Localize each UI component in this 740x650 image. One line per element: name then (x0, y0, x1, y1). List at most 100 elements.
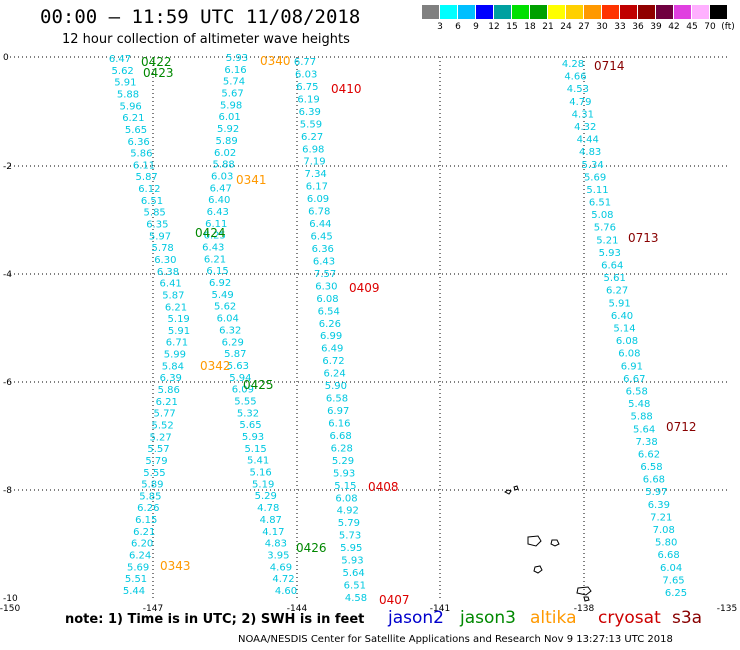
legend-swatch (620, 5, 637, 19)
legend-label: 21 (542, 22, 554, 32)
wave-height-value: 6.39 (299, 107, 321, 118)
wave-height-value: 5.69 (584, 172, 606, 183)
wave-height-value: 6.28 (331, 443, 353, 454)
wave-height-value: 5.08 (591, 210, 613, 221)
wave-height-value: 4.69 (270, 562, 292, 573)
pass-time-label: 0422 (141, 55, 172, 69)
wave-height-value: 5.34 (581, 160, 603, 171)
wave-height-value: 5.64 (342, 568, 364, 579)
wave-height-value: 6.08 (616, 336, 638, 347)
wave-height-value: 5.14 (613, 324, 635, 335)
wave-height-value: 5.48 (628, 399, 650, 410)
wave-height-value: 5.76 (594, 223, 616, 234)
y-tick-label: -4 (3, 270, 12, 280)
satellite-cryosat-label: cryosat (598, 608, 661, 628)
wave-height-value: 6.67 (623, 374, 645, 385)
legend-swatch (422, 5, 439, 19)
x-tick-label: -141 (430, 604, 450, 614)
wave-height-value: 5.74 (223, 77, 245, 88)
wave-height-value: 7.65 (662, 575, 684, 586)
wave-height-value: 5.69 (127, 562, 149, 573)
wave-height-value: 6.97 (327, 406, 349, 417)
wave-height-value: 6.15 (206, 266, 228, 277)
wave-height-value: 6.27 (606, 286, 628, 297)
wave-height-value: 3.95 (267, 550, 289, 561)
y-tick-label: -6 (3, 378, 12, 388)
wave-height-value: 6.49 (321, 344, 343, 355)
pass-time-label: 0410 (331, 82, 362, 96)
legend-label: 6 (455, 22, 461, 32)
wave-height-value: 6.19 (297, 94, 319, 105)
legend-label: 42 (668, 22, 680, 32)
wave-height-value: 6.25 (204, 231, 226, 242)
wave-height-value: 5.73 (339, 531, 361, 542)
wave-height-value: 6.58 (326, 394, 348, 405)
legend-swatch (440, 5, 457, 19)
wave-height-value: 4.28 (562, 59, 584, 70)
wave-height-value: 5.99 (164, 350, 186, 361)
wave-height-value: 6.17 (306, 182, 328, 193)
wave-height-value: 6.24 (324, 369, 346, 380)
wave-height-value: 5.15 (334, 481, 356, 492)
wave-height-value: 4.92 (337, 506, 359, 517)
wave-height-value: 4.83 (579, 147, 601, 158)
wave-height-value: 6.16 (224, 65, 246, 76)
y-tick-label: -10 (3, 594, 18, 604)
wave-height-value: 6.58 (626, 386, 648, 397)
wave-height-value: 5.52 (151, 420, 173, 431)
x-tick-label: -150 (0, 604, 20, 614)
wave-height-value: 5.19 (168, 314, 190, 325)
wave-height-value: 6.26 (319, 319, 341, 330)
wave-height-value: 6.30 (154, 255, 176, 266)
wave-height-value: 5.98 (220, 100, 242, 111)
wave-height-value: 5.63 (227, 361, 249, 372)
wave-height-value: 5.21 (596, 235, 618, 246)
wave-height-value: 5.49 (211, 290, 233, 301)
wave-height-value: 5.84 (162, 361, 184, 372)
wave-height-value: 6.51 (344, 581, 366, 592)
wave-height-value: 5.62 (214, 302, 236, 313)
wave-height-value: 6.39 (160, 373, 182, 384)
wave-height-value: 5.93 (599, 248, 621, 259)
wave-height-value: 6.77 (294, 57, 316, 68)
wave-height-value: 5.57 (147, 444, 169, 455)
pass-time-label: 0423 (143, 66, 174, 80)
wave-height-value: 5.91 (608, 298, 630, 309)
wave-height-value: 5.97 (149, 231, 171, 242)
wave-height-value: 5.67 (221, 89, 243, 100)
wave-height-value: 5.87 (162, 290, 184, 301)
wave-height-value: 6.38 (157, 267, 179, 278)
legend-swatch (458, 5, 475, 19)
wave-height-value: 5.62 (112, 66, 134, 77)
wave-height-value: 5.85 (139, 491, 161, 502)
wave-height-value: 6.54 (318, 306, 340, 317)
wave-height-value: 6.36 (312, 244, 334, 255)
legend-swatch (638, 5, 655, 19)
wave-height-value: 5.65 (125, 125, 147, 136)
wave-height-value: 5.78 (152, 243, 174, 254)
wave-height-value: 6.04 (217, 314, 239, 325)
wave-height-value: 6.43 (207, 207, 229, 218)
wave-height-value: 5.93 (242, 432, 264, 443)
legend-label: 9 (473, 22, 479, 32)
pass-time-label: 0409 (349, 281, 380, 295)
x-tick-label: -144 (287, 604, 308, 614)
wave-height-value: 6.04 (660, 563, 682, 574)
island-outline (533, 565, 543, 574)
legend-label: 45 (686, 22, 698, 32)
wave-height-value: 6.03 (211, 171, 233, 182)
wave-height-value: 5.55 (143, 468, 165, 479)
map-title: 00:00 – 11:59 UTC 11/08/2018 (40, 6, 361, 28)
map-subtitle: 12 hour collection of altimeter wave hei… (62, 32, 350, 47)
wave-height-value: 5.93 (333, 468, 355, 479)
wave-height-value: 5.44 (123, 586, 145, 597)
wave-height-value: 4.79 (569, 97, 591, 108)
wave-height-value: 6.08 (618, 349, 640, 360)
wave-height-value: 6.21 (204, 254, 226, 265)
wave-height-value: 5.55 (234, 396, 256, 407)
wave-height-value: 6.15 (135, 515, 157, 526)
legend-swatch (656, 5, 673, 19)
wave-height-value: 5.89 (141, 480, 163, 491)
wave-height-value: 5.88 (117, 89, 139, 100)
